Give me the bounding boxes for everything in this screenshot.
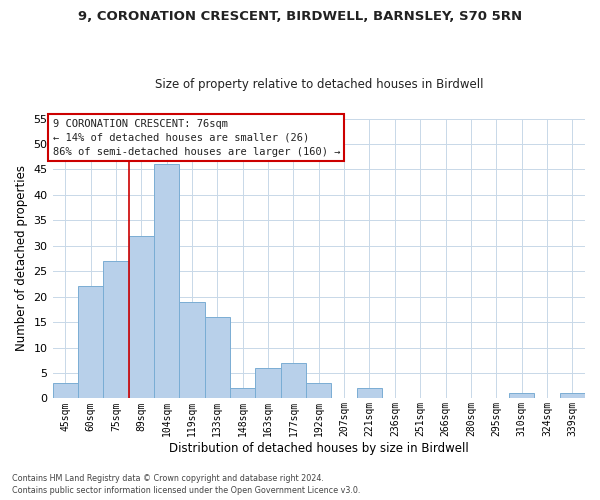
Bar bbox=[256, 368, 281, 398]
Bar bbox=[306, 383, 331, 398]
Bar bbox=[179, 302, 205, 398]
X-axis label: Distribution of detached houses by size in Birdwell: Distribution of detached houses by size … bbox=[169, 442, 469, 455]
Bar bbox=[78, 286, 103, 399]
Text: 9 CORONATION CRESCENT: 76sqm
← 14% of detached houses are smaller (26)
86% of se: 9 CORONATION CRESCENT: 76sqm ← 14% of de… bbox=[53, 118, 340, 156]
Text: Contains HM Land Registry data © Crown copyright and database right 2024.
Contai: Contains HM Land Registry data © Crown c… bbox=[12, 474, 361, 495]
Bar bbox=[205, 317, 230, 398]
Bar bbox=[53, 383, 78, 398]
Bar bbox=[281, 363, 306, 398]
Bar bbox=[560, 394, 585, 398]
Bar bbox=[509, 394, 534, 398]
Text: 9, CORONATION CRESCENT, BIRDWELL, BARNSLEY, S70 5RN: 9, CORONATION CRESCENT, BIRDWELL, BARNSL… bbox=[78, 10, 522, 23]
Y-axis label: Number of detached properties: Number of detached properties bbox=[15, 166, 28, 352]
Bar bbox=[357, 388, 382, 398]
Bar bbox=[154, 164, 179, 398]
Title: Size of property relative to detached houses in Birdwell: Size of property relative to detached ho… bbox=[155, 78, 483, 91]
Bar bbox=[103, 261, 128, 398]
Bar bbox=[230, 388, 256, 398]
Bar bbox=[128, 236, 154, 398]
